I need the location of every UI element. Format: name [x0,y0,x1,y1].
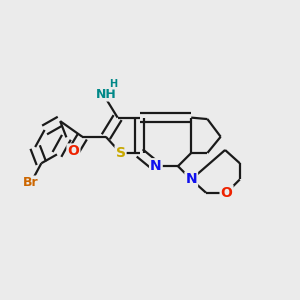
Text: NH: NH [95,88,116,100]
Text: N: N [185,172,197,186]
Text: O: O [68,145,80,158]
Text: S: S [116,146,126,160]
Text: Br: Br [23,176,39,190]
Text: N: N [150,159,162,173]
Text: H: H [109,79,117,89]
Text: O: O [220,186,232,200]
